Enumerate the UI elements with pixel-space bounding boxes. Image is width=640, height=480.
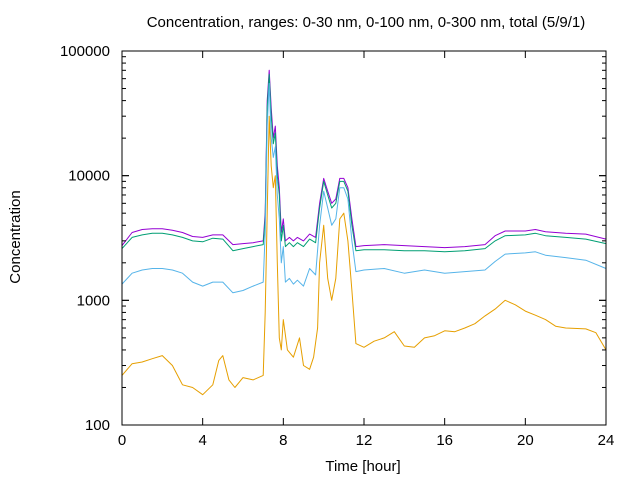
series-line-4: [121, 115, 607, 396]
y-axis-label: Concentration: [7, 190, 24, 283]
x-tick-label: 12: [356, 432, 373, 449]
y-tick-label: 100000: [60, 43, 110, 60]
x-axis-label: Time [hour]: [325, 458, 400, 475]
y-tick-label: 10000: [68, 168, 110, 185]
x-tick-label: 16: [436, 432, 453, 449]
x-tick-label: 8: [279, 432, 287, 449]
chart-title: Concentration, ranges: 0-30 nm, 0-100 nm…: [147, 14, 586, 31]
y-tick-label: 100: [85, 417, 110, 434]
tick-layer: 0 4 8 12 16 20 24 100 1000 10000 100000: [60, 43, 614, 449]
y-tick-label: 1000: [77, 292, 110, 309]
series-layer: [121, 69, 607, 396]
x-tick-label: 24: [598, 432, 615, 449]
series-line-1: [121, 69, 607, 249]
x-tick-label: 0: [118, 432, 126, 449]
series-line-2: [121, 73, 607, 253]
series-line-3: [121, 82, 607, 294]
plot-frame: [121, 50, 607, 426]
x-tick-label: 20: [517, 432, 534, 449]
x-tick-label: 4: [198, 432, 206, 449]
